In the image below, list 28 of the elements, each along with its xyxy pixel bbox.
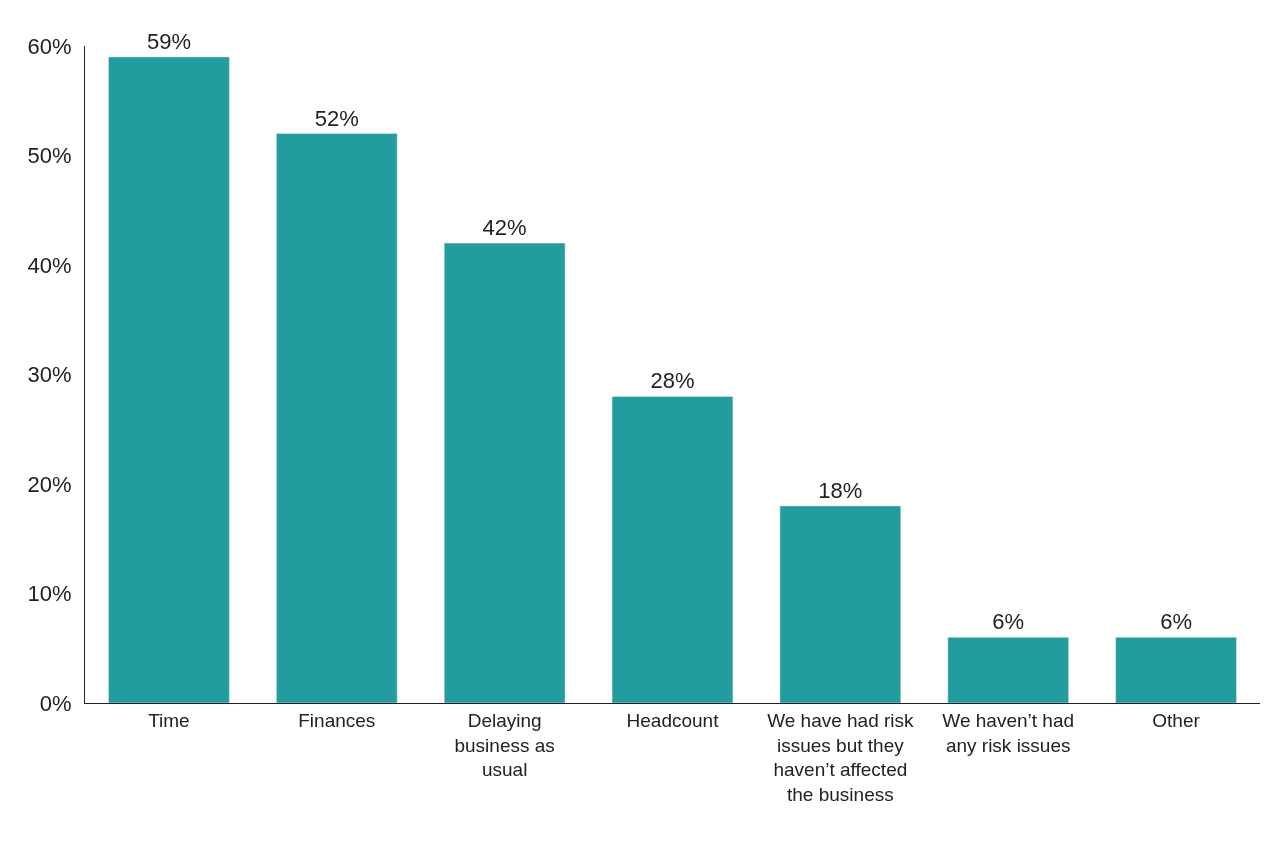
x-tick-label: Time (148, 709, 190, 731)
data-label: 18% (818, 477, 863, 503)
y-tick-label: 60% (27, 33, 72, 59)
bar (947, 637, 1069, 703)
bar (611, 396, 734, 703)
data-label: 59% (146, 28, 191, 54)
y-tick-label: 30% (27, 362, 72, 388)
x-tick-label: We haven’t had any risk issues (942, 709, 1075, 756)
x-tick-label: Finances (298, 709, 376, 731)
y-tick-label: 0% (39, 690, 72, 716)
x-tick-label: Headcount (626, 709, 720, 731)
bar (1115, 637, 1237, 703)
bar (276, 133, 398, 703)
bar (443, 242, 566, 703)
data-label: 6% (992, 609, 1025, 635)
y-tick-label: 40% (27, 252, 72, 278)
x-tick-label: Other (1152, 709, 1201, 731)
x-tick-label: We have had risk issues but they haven’t affected the business (767, 709, 915, 805)
data-label: 6% (1160, 609, 1192, 635)
y-tick-label: 50% (27, 143, 72, 169)
y-tick-label: 20% (27, 471, 72, 497)
data-label: 28% (650, 368, 695, 394)
bar (779, 505, 902, 703)
data-label: 52% (314, 105, 359, 131)
data-label: 42% (482, 215, 527, 241)
y-tick-label: 10% (27, 581, 72, 607)
x-tick-label: Delaying business as usual (454, 709, 555, 781)
bar (108, 56, 230, 703)
